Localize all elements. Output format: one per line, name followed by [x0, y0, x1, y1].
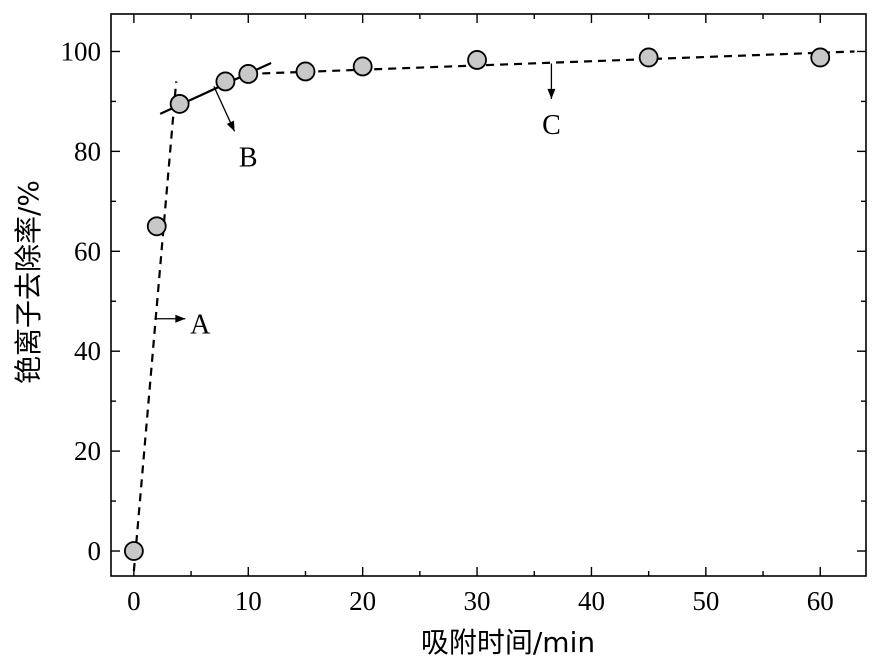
annotation-label-b: B	[239, 142, 258, 173]
plot-frame	[110, 13, 867, 577]
annotation-label-a: A	[190, 310, 211, 341]
x-tick-label: 60	[807, 586, 834, 616]
data-point	[638, 47, 659, 68]
x-tick-label: 20	[349, 586, 376, 616]
data-point	[169, 94, 190, 114]
x-tick-label: 50	[692, 586, 719, 616]
y-tick-label: 100	[61, 36, 102, 66]
annotation-label-c: C	[542, 110, 561, 141]
y-tick-label: 80	[74, 136, 101, 166]
data-point	[146, 216, 167, 237]
x-tick-label: 40	[578, 586, 605, 616]
y-tick-label: 40	[74, 336, 101, 366]
y-tick-label: 0	[88, 536, 102, 566]
annotations-layer: A B C	[154, 63, 561, 341]
data-point	[123, 541, 144, 561]
data-point	[467, 50, 487, 70]
annotation-arrowhead-b	[226, 120, 235, 132]
fit-line-a	[132, 81, 178, 572]
fit-lines-layer	[132, 50, 855, 572]
x-tick-label: 0	[127, 586, 141, 616]
data-point	[810, 47, 831, 68]
x-tick-label: 30	[464, 586, 491, 616]
y-tick-label: 60	[74, 236, 101, 266]
ticks-layer: 0 10 20 30 40 50 60 0 20 40 60 80 100	[61, 14, 866, 616]
data-point	[238, 64, 259, 84]
fit-line-c	[248, 50, 855, 76]
data-point	[352, 56, 373, 77]
data-points-layer	[123, 47, 831, 561]
annotation-arrowhead-a	[175, 314, 186, 323]
data-point	[215, 71, 236, 92]
y-tick-label: 20	[74, 436, 101, 466]
annotation-arrowhead-c	[547, 88, 556, 99]
plot-frame-layer	[110, 13, 867, 577]
x-tick-label: 10	[235, 586, 262, 616]
y-axis-title: 铯离子去除率/%	[12, 180, 45, 384]
x-axis-title: 吸附时间/min	[421, 626, 595, 659]
data-point	[295, 61, 316, 82]
